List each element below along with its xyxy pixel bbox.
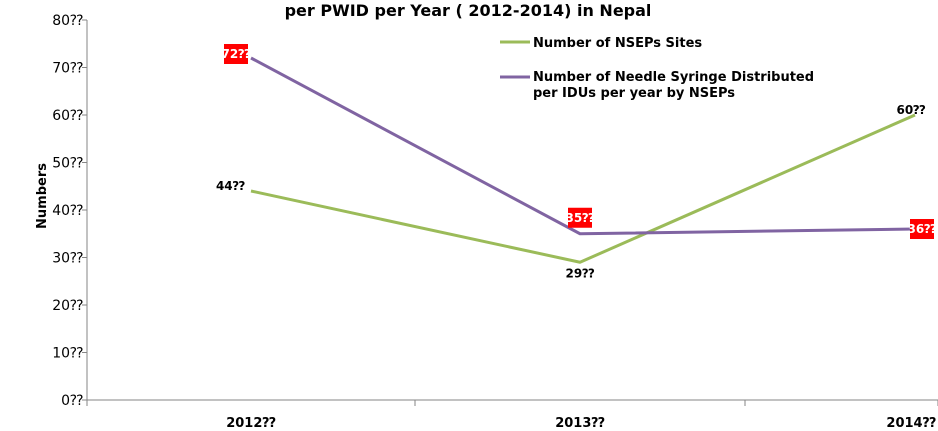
y-tick-label: 80⁇ xyxy=(52,13,83,29)
x-tick-label: 2012⁇ xyxy=(226,416,276,431)
y-tick-label: 60⁇ xyxy=(52,108,83,124)
x-tick-label: 2014⁇ xyxy=(886,416,936,431)
data-label-box xyxy=(568,207,592,228)
data-label-box xyxy=(910,219,934,239)
legend-label-1: Number of NSEPs Sites xyxy=(533,36,702,51)
y-tick-label: 40⁇ xyxy=(52,203,83,219)
y-tick-label: 20⁇ xyxy=(52,298,83,314)
series-line-2 xyxy=(250,56,916,236)
data-label: 35⁇ xyxy=(565,211,594,225)
legend: Number of NSEPs Sites Number of Needle Sy… xyxy=(500,36,814,101)
y-tick-label: 70⁇ xyxy=(52,61,83,77)
series-lines xyxy=(250,56,916,264)
y-tick-label: 10⁇ xyxy=(52,346,83,362)
x-axis-ticks: 2012⁇ 2013⁇ 2014⁇ xyxy=(86,400,938,431)
data-label-box xyxy=(224,44,248,64)
y-tick-label: 30⁇ xyxy=(52,251,83,267)
series-line-1 xyxy=(250,113,916,264)
x-tick-label: 2013⁇ xyxy=(555,416,605,431)
data-label: 29⁇ xyxy=(565,266,594,280)
data-label: 44⁇ xyxy=(216,179,245,193)
y-axis-label: Numbers xyxy=(35,163,50,229)
y-tick-label: 0⁇ xyxy=(61,393,83,409)
data-label: 60⁇ xyxy=(896,103,925,117)
y-tick-label: 50⁇ xyxy=(52,156,83,172)
data-label: 72⁇ xyxy=(221,47,250,61)
chart-title: per PWID per Year ( 2012-2014) in Nepal xyxy=(285,1,652,20)
y-axis-ticks: 0⁇ 10⁇ 20⁇ 30⁇ 40⁇ 50⁇ 60⁇ 70⁇ 80⁇ xyxy=(52,13,87,409)
legend-label-2: Number of Needle Syringe Distributed per … xyxy=(533,70,814,101)
data-labels: 44⁇ 29⁇ 60⁇ 72⁇ 35⁇ 36⁇ xyxy=(216,44,937,280)
data-label: 36⁇ xyxy=(907,222,936,236)
